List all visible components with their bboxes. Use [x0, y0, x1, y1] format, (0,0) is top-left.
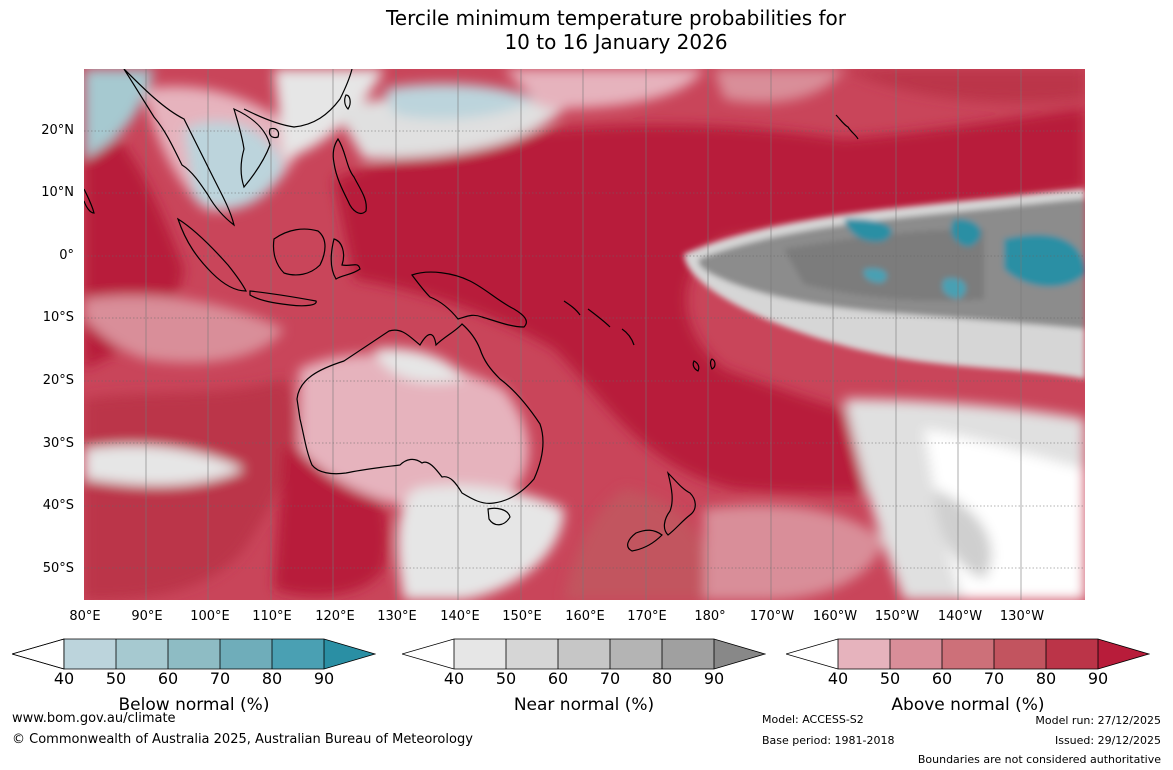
above-tick-50: 50: [879, 669, 901, 688]
near-swatch-80: [662, 639, 714, 669]
below-swatch-70: [220, 639, 272, 669]
lon-label-150e: 150°E: [502, 609, 542, 624]
lat-label-20s: 20°S: [42, 373, 74, 388]
below-tick-40: 40: [53, 669, 75, 688]
below-tick-80: 80: [261, 669, 283, 688]
near-tick-90: 90: [703, 669, 725, 688]
map-title: Tercile minimum temperature probabilitie…: [0, 6, 1173, 54]
above-tick-70: 70: [983, 669, 1005, 688]
above-tick-40: 40: [827, 669, 849, 688]
colorbar-below-normal: [12, 638, 376, 670]
above-swatch-60: [942, 639, 994, 669]
lon-label-120e: 120°E: [315, 609, 355, 624]
graticule: [84, 130, 1085, 569]
new-zealand-outline: [663, 471, 696, 536]
lon-label-160w: 160°W: [812, 609, 858, 624]
below-swatch-60: [168, 639, 220, 669]
above-normal-title: Above normal (%): [891, 695, 1045, 715]
above-tick-90: 90: [1087, 669, 1109, 688]
footer-disclaimer: Boundaries are not considered authoritat…: [917, 753, 1161, 766]
lon-label-80e: 80°E: [69, 609, 101, 624]
lat-label-10s: 10°S: [42, 310, 74, 325]
near-swatch-90: [714, 639, 765, 669]
above-swatch-70: [994, 639, 1046, 669]
above-swatch-90: [1098, 639, 1149, 669]
above-ticks: 40 50 60 70 80 90: [786, 669, 1150, 689]
lat-label-40s: 40°S: [42, 498, 74, 513]
lon-label-170w: 170°W: [749, 609, 795, 624]
near-normal-title: Near normal (%): [513, 695, 655, 715]
colorbar-near-swatches: [402, 638, 766, 670]
colorbar-near-normal: [402, 638, 766, 670]
above-tick-60: 60: [931, 669, 953, 688]
lat-label-0: 0°: [59, 248, 74, 263]
footer-url[interactable]: www.bom.gov.au/climate: [12, 711, 176, 726]
footer-base-period: Base period: 1981-2018: [762, 734, 895, 747]
below-normal-title: Below normal (%): [118, 695, 270, 715]
near-ticks: 40 50 60 70 80 90: [402, 669, 766, 689]
lon-label-130e: 130°E: [377, 609, 417, 624]
near-tick-40: 40: [443, 669, 465, 688]
lat-label-30s: 30°S: [42, 436, 74, 451]
footer-issued: Issued: 29/12/2025: [1054, 734, 1161, 747]
title-line-2: 10 to 16 January 2026: [504, 30, 728, 54]
lon-label-140w: 140°W: [937, 609, 983, 624]
lon-label-110e: 110°E: [252, 609, 292, 624]
lon-label-130w: 130°W: [999, 609, 1045, 624]
near-tick-50: 50: [495, 669, 517, 688]
lon-label-90e: 90°E: [131, 609, 163, 624]
lat-label-20n: 20°N: [41, 123, 74, 138]
below-tick-60: 60: [157, 669, 179, 688]
near-swatch-40: [454, 639, 506, 669]
australia-outline: [296, 323, 544, 504]
near-swatch-60: [558, 639, 610, 669]
lat-label-10n: 10°N: [41, 185, 74, 200]
above-swatch-40: [838, 639, 890, 669]
below-swatch-40: [64, 639, 116, 669]
near-tick-80: 80: [651, 669, 673, 688]
below-tick-50: 50: [105, 669, 127, 688]
above-swatch-50: [890, 639, 942, 669]
probability-map: [84, 69, 1085, 600]
new-guinea-outline: [411, 271, 527, 328]
below-swatch-90: [324, 639, 375, 669]
lon-label-100e: 100°E: [190, 609, 230, 624]
above-swatch-80: [1046, 639, 1098, 669]
footer-model-run: Model run: 27/12/2025: [1035, 714, 1161, 727]
title-line-1: Tercile minimum temperature probabilitie…: [385, 6, 847, 30]
colorbar-below-swatches: [12, 638, 376, 670]
below-tick-70: 70: [209, 669, 231, 688]
above-tick-80: 80: [1035, 669, 1057, 688]
colorbar-above-normal: [786, 638, 1150, 670]
lon-label-150w: 150°W: [874, 609, 920, 624]
below-tick-90: 90: [313, 669, 335, 688]
near-swatch-70: [610, 639, 662, 669]
footer-copyright: © Commonwealth of Australia 2025, Austra…: [12, 732, 473, 747]
near-swatch-50: [506, 639, 558, 669]
lat-label-50s: 50°S: [42, 561, 74, 576]
lon-label-160e: 160°E: [565, 609, 605, 624]
near-tick-70: 70: [599, 669, 621, 688]
colorbar-above-swatches: [786, 638, 1150, 670]
lon-label-140e: 140°E: [440, 609, 480, 624]
lon-label-170e: 170°E: [627, 609, 667, 624]
below-swatch-50: [116, 639, 168, 669]
near-tick-60: 60: [547, 669, 569, 688]
lon-label-180: 180°: [694, 609, 726, 624]
below-ticks: 40 50 60 70 80 90: [12, 669, 376, 689]
coastlines: [84, 69, 859, 552]
below-swatch-80: [272, 639, 324, 669]
footer-model: Model: ACCESS-S2: [762, 713, 864, 726]
